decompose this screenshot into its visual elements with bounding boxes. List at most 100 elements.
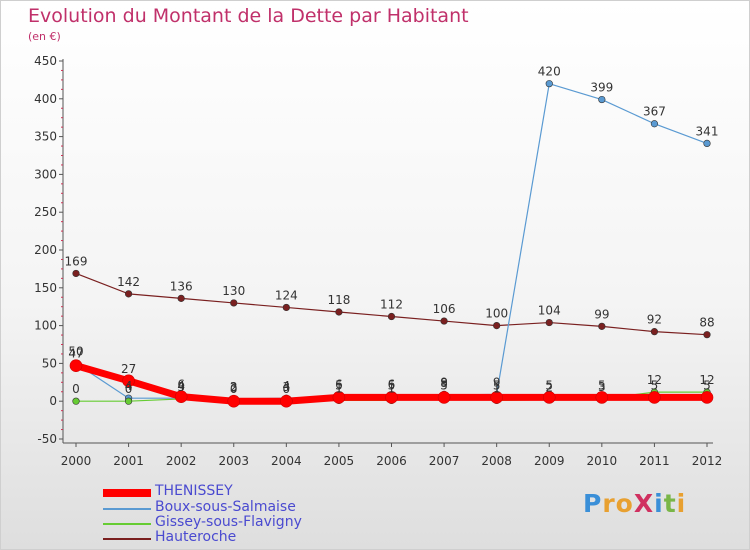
x-tick-label: 2003 [218,454,249,468]
data-point [598,322,606,330]
logo-letter: P [583,489,603,518]
data-label: 3 [283,380,291,394]
data-label: 5 [703,378,711,392]
series-layer [69,80,714,408]
x-tick-label: 2005 [324,454,355,468]
series-line-1 [75,83,708,400]
data-label: 2 [230,381,238,395]
y-tick-label: 200 [34,243,57,257]
data-point [69,359,83,372]
y-tick-label: 300 [34,167,57,181]
data-label: 341 [696,124,719,138]
data-label: 5 [335,378,343,392]
data-point [122,374,135,388]
data-point [542,391,556,404]
y-tick-label: 250 [34,205,57,219]
data-label: 6 [177,378,185,392]
logo-letter: i [676,489,687,518]
x-tick-label: 2006 [376,454,407,468]
data-label: 106 [433,302,456,316]
data-label: 6 [388,378,396,392]
data-label: 118 [327,293,350,307]
data-point [385,391,398,404]
data-label: 5 [388,378,396,392]
data-point [650,120,659,128]
y-tick-label: 0 [49,394,57,408]
x-tick-label: 2011 [639,454,670,468]
data-label: 5 [440,378,448,392]
data-label: 100 [485,307,508,321]
data-point [124,290,133,298]
data-label: 124 [275,288,298,302]
data-point [72,397,80,405]
data-point [650,328,659,336]
data-label: 5 [493,378,501,392]
data-point [545,80,553,88]
legend-label: Hauteroche [155,529,237,545]
data-label: 3 [230,380,238,394]
proxiti-logo: ProXiti [583,489,686,518]
data-label: 92 [647,313,662,327]
data-label: 5 [545,378,553,392]
legend-label: Boux-sous-Salmaise [155,499,296,515]
legend-swatch [103,508,151,510]
y-tick-label: 50 [42,356,57,370]
data-point [72,269,80,278]
data-label: 99 [594,307,609,321]
data-label: 0 [125,382,133,396]
legend-label: Gissey-sous-Flavigny [155,514,302,530]
data-label: 3 [177,380,185,394]
data-label: 12 [699,373,714,387]
data-point [700,391,714,404]
data-label: 27 [121,362,136,376]
data-point [280,394,293,408]
data-point [545,318,553,327]
data-label: 420 [538,65,561,79]
data-label: 6 [335,378,343,392]
data-label: 5 [651,378,659,392]
data-label: 4 [177,379,185,393]
data-point [703,331,711,339]
data-label: 9 [440,375,448,389]
chart-unit-label: (en €) [28,30,61,43]
y-tick-label: 150 [34,281,57,295]
data-point [332,391,346,404]
legend-item: THENISSEY [103,483,363,500]
data-label: 130 [222,284,245,298]
x-tick-label: 2010 [587,454,618,468]
legend-swatch [103,523,151,525]
data-point [648,391,661,404]
data-point [335,308,343,316]
data-point [493,322,501,330]
data-label: 112 [380,298,403,312]
logo-letter: r [602,489,616,518]
data-label: 12 [647,373,662,387]
data-label: 399 [590,81,613,95]
logo-letter: i [654,489,664,518]
data-label: 8 [440,376,448,390]
data-label: 9 [493,375,501,389]
logo-letter: t [663,489,677,518]
data-label: 2 [545,381,553,395]
data-label: 136 [170,279,193,293]
legend-label: THENISSEY [155,483,233,499]
data-label: 5 [598,378,606,392]
legend-item: Gissey-sous-Flavigny [103,514,363,531]
data-label: 1 [388,381,396,395]
data-point [703,139,711,148]
data-point [230,299,238,307]
data-label: 4 [125,379,133,393]
y-tick-label: 450 [34,54,57,68]
data-label: 4 [283,379,291,393]
logo-letter: X [633,489,655,518]
x-tick-label: 2009 [534,454,565,468]
legend-item: Hauteroche [103,529,363,546]
data-label: 104 [538,304,561,318]
data-label: 1 [335,381,343,395]
data-label: 0 [72,382,80,396]
y-tick-label: 400 [34,92,57,106]
data-point [598,95,606,104]
y-tick-label: 100 [34,319,57,333]
